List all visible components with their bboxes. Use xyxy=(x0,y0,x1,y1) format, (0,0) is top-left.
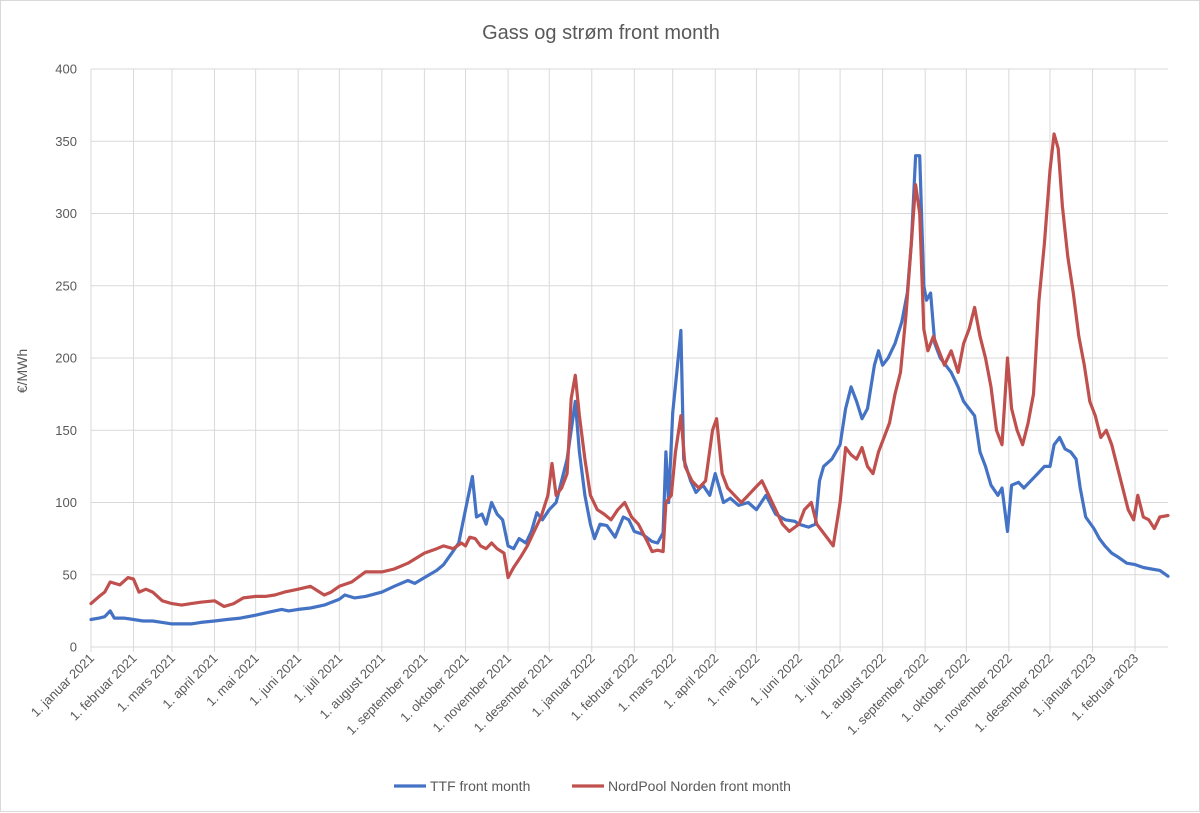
y-tick-label: 350 xyxy=(55,134,77,149)
chart-title: Gass og strøm front month xyxy=(482,22,720,44)
series-line-nordpool xyxy=(89,132,1170,609)
y-tick-label: 0 xyxy=(70,640,77,655)
y-tick-label: 400 xyxy=(55,62,77,77)
y-tick-label: 50 xyxy=(63,567,77,582)
y-tick-label: 250 xyxy=(55,278,77,293)
y-axis-label: €/MWh xyxy=(14,349,30,393)
x-tick-label: 1. desember 2021 xyxy=(471,651,556,736)
series-group xyxy=(89,132,1170,626)
y-tick-label: 200 xyxy=(55,351,77,366)
y-tick-label: 100 xyxy=(55,495,77,510)
legend: TTF front month NordPool Norden front mon… xyxy=(394,778,791,794)
y-tick-label: 300 xyxy=(55,206,77,221)
grid xyxy=(90,68,1168,652)
y-axis-ticks: 0 50 100 150 200 250 300 350 400 xyxy=(55,62,77,655)
legend-entry: TTF front month xyxy=(430,778,530,794)
y-tick-label: 150 xyxy=(55,423,77,438)
legend-entry: NordPool Norden front month xyxy=(608,778,791,794)
x-tick-label: 1. desember 2022 xyxy=(971,651,1056,736)
